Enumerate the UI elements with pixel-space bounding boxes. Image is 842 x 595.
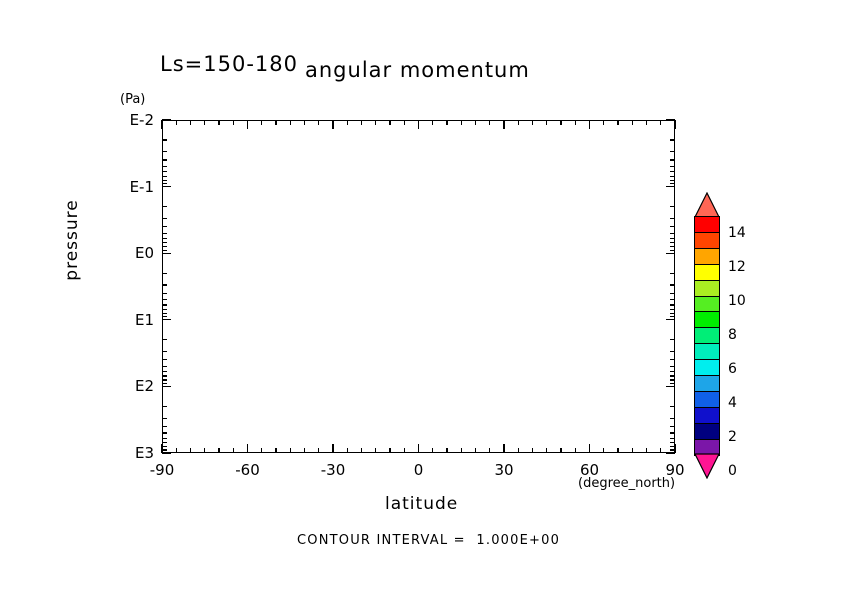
x-axis-tick-label: -60 xyxy=(235,461,260,479)
y-axis-tick-label: E2 xyxy=(134,377,154,396)
colorbar-band[interactable] xyxy=(694,231,720,249)
colorbar-band[interactable] xyxy=(694,390,720,408)
y-axis-title: pressure xyxy=(62,199,82,281)
colorbar-band[interactable] xyxy=(694,422,720,440)
y-axis-tick-label: E-1 xyxy=(129,177,154,196)
y-axis-tick-label: E-2 xyxy=(129,111,154,129)
page-title: angular momentum xyxy=(305,58,530,82)
colorbar-band[interactable] xyxy=(694,216,720,233)
colorbar-band[interactable] xyxy=(694,406,720,424)
plot-frame xyxy=(162,120,675,453)
colorbar-tick-label: 4 xyxy=(728,395,737,411)
colorbar-tick-label: 0 xyxy=(728,463,737,479)
x-axis-title: latitude xyxy=(385,494,459,514)
colorbar-band[interactable] xyxy=(694,343,720,361)
colorbar-band[interactable] xyxy=(694,311,720,329)
colorbar-tick-label: 2 xyxy=(728,429,737,445)
colorbar-tick-label: 10 xyxy=(728,293,746,309)
y-axis-tick-label: E0 xyxy=(134,244,154,263)
colorbar-band[interactable] xyxy=(694,327,720,345)
y-axis-tick-label: E3 xyxy=(134,444,154,462)
colorbar-band[interactable] xyxy=(694,359,720,377)
x-axis-tick-label: -90 xyxy=(149,461,175,479)
colorbar[interactable] xyxy=(694,216,720,456)
colorbar-band[interactable] xyxy=(694,295,720,313)
contour-interval-caption: CONTOUR INTERVAL = 1.000E+00 xyxy=(297,533,561,548)
x-axis-tick-label: 0 xyxy=(413,461,424,479)
colorbar-under-arrow xyxy=(694,453,720,479)
x-axis-unit-label: (degree_north) xyxy=(578,476,676,491)
colorbar-over-arrow xyxy=(694,192,720,218)
y-axis-unit-label: (Pa) xyxy=(120,92,146,107)
colorbar-tick-label: 12 xyxy=(728,259,746,275)
x-axis-tick-label: 30 xyxy=(494,461,514,479)
colorbar-band[interactable] xyxy=(694,247,720,265)
colorbar-band[interactable] xyxy=(694,375,720,393)
colorbar-band[interactable] xyxy=(694,263,720,281)
x-axis-tick-label: -30 xyxy=(320,461,346,479)
subtitle-season-range: Ls=150-180 xyxy=(160,52,298,76)
colorbar-tick-label: 6 xyxy=(728,361,737,377)
y-axis-tick-label: E1 xyxy=(134,310,154,329)
colorbar-tick-label: 14 xyxy=(728,225,746,241)
colorbar-band[interactable] xyxy=(694,279,720,297)
colorbar-tick-label: 8 xyxy=(728,327,737,343)
